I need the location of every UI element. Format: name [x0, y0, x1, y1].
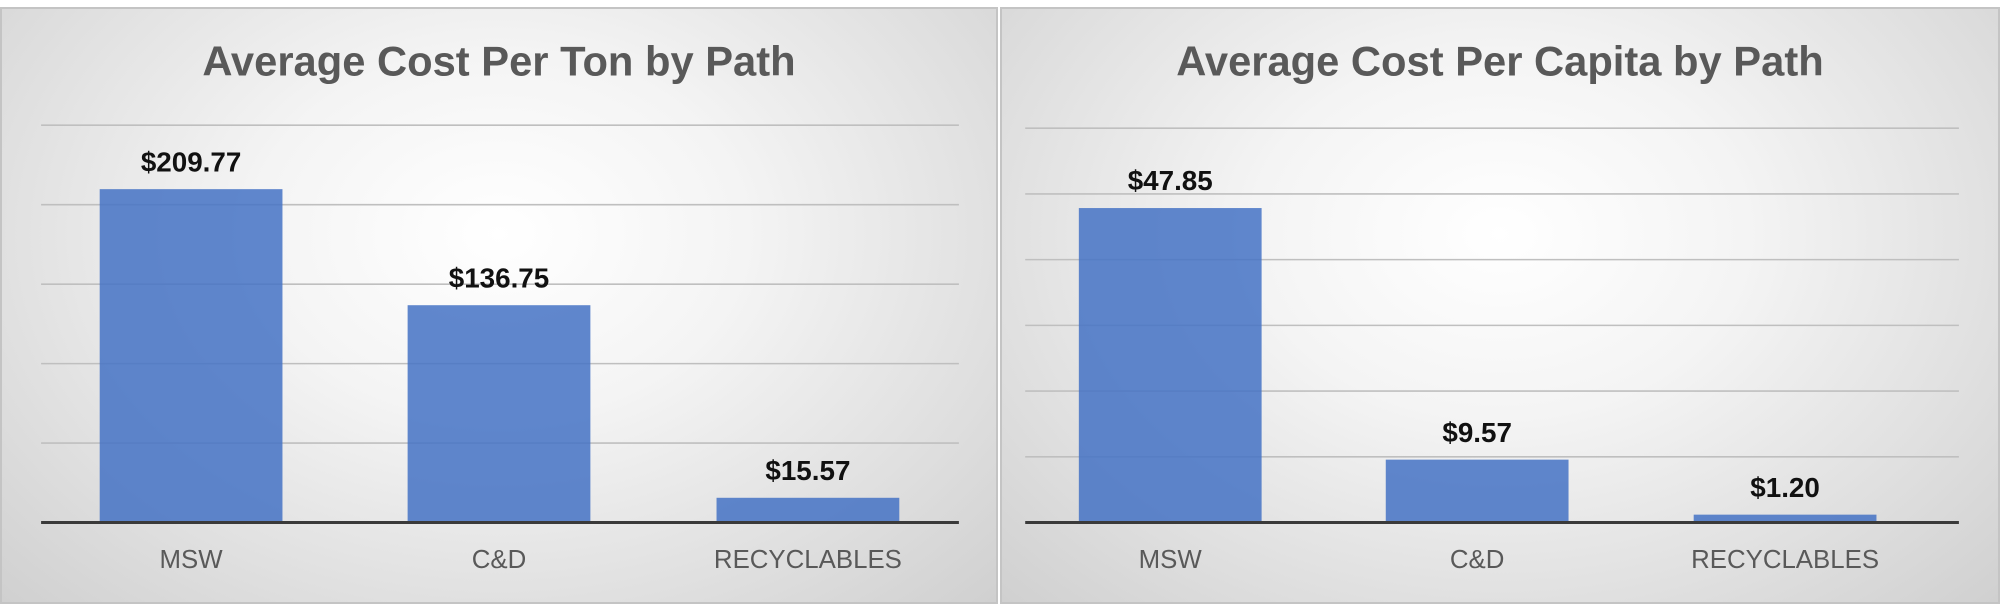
- cost-per-capita-chart: Average Cost Per Capita by Path $47.85 MS…: [1025, 38, 1959, 574]
- x-tick-label: RECYCLABLES: [1691, 546, 1879, 574]
- x-tick-label: C&D: [1450, 546, 1505, 574]
- bar-msw: [1078, 208, 1262, 523]
- data-label: $1.20: [1750, 472, 1820, 503]
- x-tick-label: MSW: [1139, 546, 1203, 574]
- chart-panel-cost-per-ton: Average Cost Per Ton by Path $209.77 MSW $…: [0, 7, 998, 604]
- bar-recyclables: [716, 497, 900, 523]
- data-label: $9.57: [1442, 417, 1512, 448]
- cost-per-ton-chart: Average Cost Per Ton by Path $209.77 MSW $…: [41, 38, 959, 574]
- x-tick-label: C&D: [472, 546, 526, 574]
- x-tick-label: MSW: [160, 546, 224, 574]
- data-label: $15.57: [765, 455, 850, 486]
- bar-c-d: [407, 305, 591, 523]
- x-tick-label: RECYCLABLES: [714, 546, 902, 574]
- data-label: $47.85: [1128, 165, 1213, 196]
- bar-msw: [99, 189, 283, 523]
- data-label: $209.77: [141, 146, 241, 177]
- bar-recyclables: [1693, 514, 1877, 523]
- chart-title: Average Cost Per Capita by Path: [1176, 38, 1823, 85]
- data-label: $136.75: [449, 262, 549, 293]
- chart-title: Average Cost Per Ton by Path: [202, 38, 795, 85]
- chart-panel-cost-per-capita: Average Cost Per Capita by Path $47.85 MS…: [1000, 7, 2000, 604]
- bar-c-d: [1385, 459, 1569, 523]
